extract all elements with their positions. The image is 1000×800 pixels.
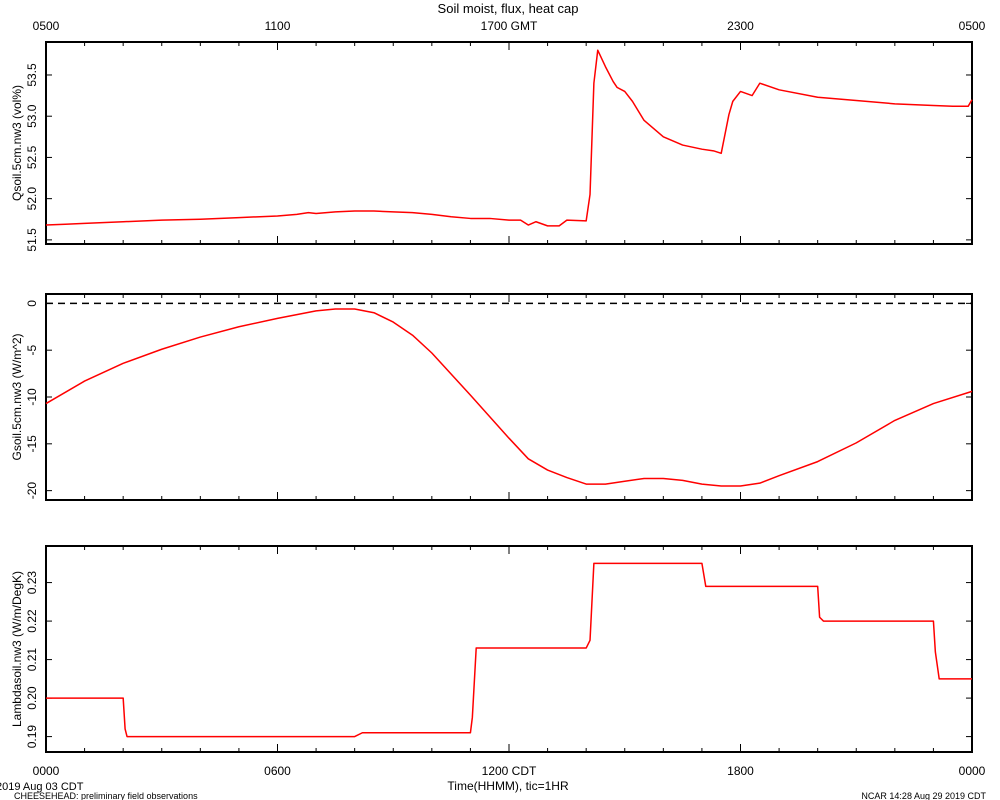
chart-panel-2: 0 -5 -10 -15 -20 Gsoil.5cm.nw3 (W/m^2) (10, 293, 973, 501)
y-axis-label: Qsoil.5cm.nw3 (vol%) (10, 85, 24, 201)
y-tick-label: 52.5 (25, 145, 39, 169)
series-line (46, 562, 972, 738)
plot-frame (45, 545, 973, 753)
top-tick-label: 1700 GMT (481, 19, 538, 33)
y-axis-label: Lambdasoil.nw3 (W/m/DegK) (10, 571, 24, 727)
y-tick-label: 53.5 (25, 63, 39, 87)
bottom-tick-label: 0000 (959, 764, 986, 778)
y-tick-label: -5 (25, 345, 39, 356)
chart-title: Soil moist, flux, heat cap (438, 1, 579, 16)
footer-ncar: NCAR 14:28 Aug 29 2019 CDT (861, 791, 986, 800)
y-tick-label: -15 (25, 435, 39, 453)
footer-project: CHEESEHEAD: preliminary field observatio… (14, 791, 198, 800)
plot-frame (45, 293, 973, 501)
y-tick-label: 0.21 (25, 648, 39, 672)
bottom-tick-label: 1200 CDT (482, 764, 537, 778)
bottom-axis: 0000 0600 1200 CDT 1800 0000 (33, 764, 986, 778)
y-tick-label: -20 (25, 482, 39, 500)
y-tick-label: 53.0 (25, 104, 39, 128)
y-tick-label: 0.22 (25, 609, 39, 633)
top-tick-label: 0500 (959, 19, 986, 33)
y-tick-label: -10 (25, 388, 39, 406)
plot-frame (45, 41, 973, 245)
top-tick-label: 1100 (265, 19, 291, 33)
y-tick-label: 51.5 (25, 228, 39, 252)
top-tick-label: 0500 (33, 19, 60, 33)
x-axis-label: Time(HHMM), tic=1HR (447, 779, 569, 793)
top-tick-label: 2300 (727, 19, 754, 33)
series-line (45, 49, 973, 227)
y-tick-label: 52.0 (25, 187, 39, 211)
bottom-tick-label: 0000 (33, 764, 60, 778)
y-tick-label: 0 (25, 300, 39, 307)
y-axis-label: Gsoil.5cm.nw3 (W/m^2) (10, 334, 24, 461)
series-line (45, 308, 973, 487)
footer-date: 2019 Aug 03 CDT (0, 781, 84, 793)
y-tick-label: 0.23 (25, 571, 39, 595)
bottom-tick-label: 0600 (264, 764, 291, 778)
y-tick-label: 0.19 (25, 725, 39, 749)
bottom-tick-label: 1800 (727, 764, 754, 778)
top-axis: 0500 1100 1700 GMT 2300 0500 (33, 19, 986, 33)
y-tick-label: 0.20 (25, 686, 39, 710)
